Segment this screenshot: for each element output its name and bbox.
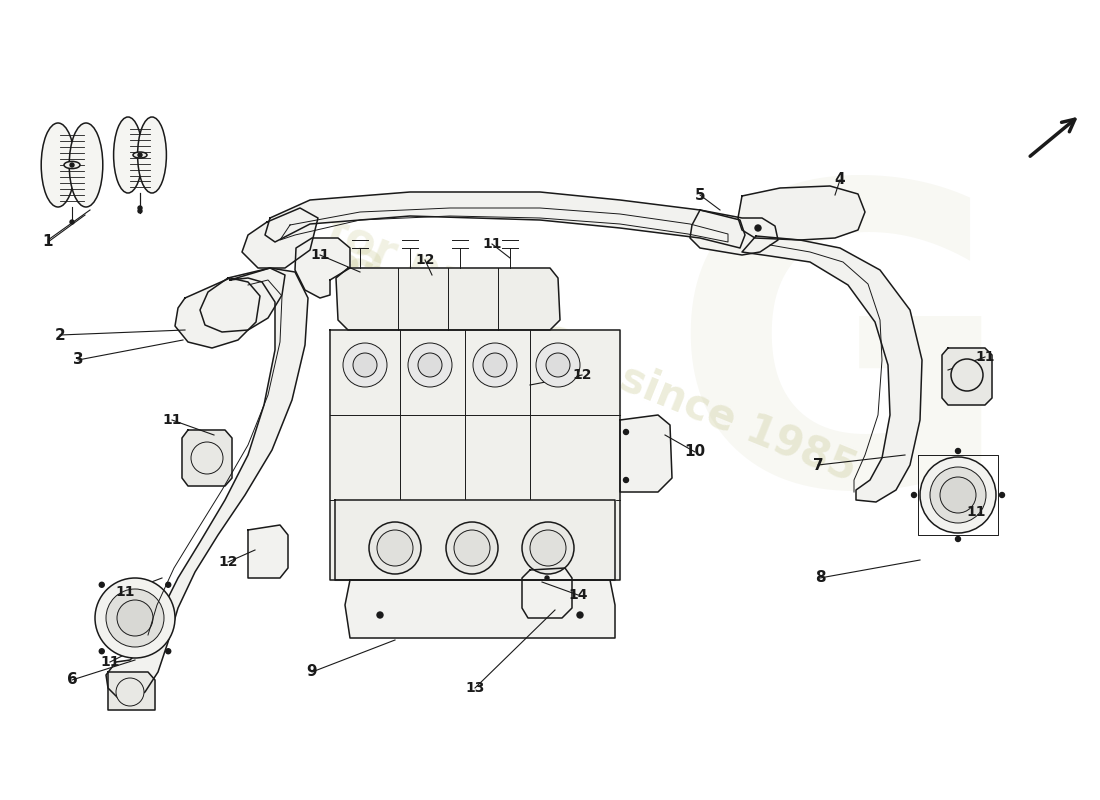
Polygon shape <box>242 208 318 268</box>
Circle shape <box>536 343 580 387</box>
Text: a passion: a passion <box>340 233 620 387</box>
Polygon shape <box>690 210 778 255</box>
Circle shape <box>106 589 164 647</box>
Circle shape <box>483 353 507 377</box>
Text: 9: 9 <box>307 665 317 679</box>
Circle shape <box>116 678 144 706</box>
Polygon shape <box>742 236 922 502</box>
Circle shape <box>353 353 377 377</box>
Text: 12: 12 <box>218 555 238 569</box>
Circle shape <box>70 163 74 167</box>
Circle shape <box>920 457 996 533</box>
Circle shape <box>956 537 960 542</box>
Text: 6: 6 <box>67 673 77 687</box>
Circle shape <box>138 206 142 210</box>
Circle shape <box>912 493 916 498</box>
Text: 11: 11 <box>482 237 502 251</box>
Circle shape <box>408 343 452 387</box>
Circle shape <box>473 343 517 387</box>
Circle shape <box>446 522 498 574</box>
Polygon shape <box>345 580 615 638</box>
Text: genuine parts since 1985: genuine parts since 1985 <box>297 230 862 490</box>
Text: 4: 4 <box>835 173 845 187</box>
Circle shape <box>530 530 566 566</box>
Polygon shape <box>295 238 350 298</box>
Polygon shape <box>330 330 620 580</box>
Ellipse shape <box>64 162 80 169</box>
Text: 1: 1 <box>43 234 53 250</box>
Text: 12: 12 <box>416 253 434 267</box>
Circle shape <box>377 612 383 618</box>
Circle shape <box>930 467 986 523</box>
Polygon shape <box>106 268 308 700</box>
Circle shape <box>343 343 387 387</box>
Ellipse shape <box>138 117 166 193</box>
Text: G: G <box>669 168 1011 572</box>
Text: 12: 12 <box>572 368 592 382</box>
Text: 3: 3 <box>73 353 84 367</box>
Circle shape <box>138 209 142 213</box>
Text: 2: 2 <box>55 327 65 342</box>
Text: 10: 10 <box>684 445 705 459</box>
Polygon shape <box>336 268 560 330</box>
Circle shape <box>952 359 983 391</box>
Circle shape <box>1000 493 1004 498</box>
Polygon shape <box>175 278 260 348</box>
Circle shape <box>166 582 170 587</box>
Polygon shape <box>620 415 672 492</box>
Circle shape <box>940 477 976 513</box>
Text: 11: 11 <box>100 655 120 669</box>
Polygon shape <box>265 192 745 248</box>
Circle shape <box>377 530 412 566</box>
Circle shape <box>117 600 153 636</box>
Polygon shape <box>108 672 155 710</box>
Polygon shape <box>182 430 232 486</box>
Circle shape <box>418 353 442 377</box>
Text: 11: 11 <box>116 585 134 599</box>
Ellipse shape <box>41 123 75 207</box>
Circle shape <box>454 530 490 566</box>
Ellipse shape <box>69 123 102 207</box>
Circle shape <box>191 442 223 474</box>
Polygon shape <box>522 568 572 618</box>
Circle shape <box>138 153 142 157</box>
Text: 11: 11 <box>976 350 994 364</box>
Text: 7: 7 <box>813 458 823 473</box>
Circle shape <box>544 576 549 580</box>
Circle shape <box>70 220 74 224</box>
Text: 11: 11 <box>966 505 986 519</box>
Circle shape <box>624 478 628 482</box>
Circle shape <box>624 430 628 434</box>
Text: 11: 11 <box>163 413 182 427</box>
Text: 8: 8 <box>815 570 825 586</box>
Ellipse shape <box>113 117 142 193</box>
Text: 13: 13 <box>465 681 485 695</box>
Text: for parts: for parts <box>320 209 540 331</box>
Circle shape <box>546 353 570 377</box>
Polygon shape <box>200 268 285 332</box>
Polygon shape <box>336 500 615 580</box>
Circle shape <box>578 612 583 618</box>
Circle shape <box>99 649 104 654</box>
Text: 11: 11 <box>310 248 330 262</box>
Circle shape <box>956 449 960 454</box>
Circle shape <box>368 522 421 574</box>
Circle shape <box>755 225 761 231</box>
Circle shape <box>166 649 170 654</box>
Text: 5: 5 <box>695 187 705 202</box>
Circle shape <box>95 578 175 658</box>
Polygon shape <box>248 525 288 578</box>
Polygon shape <box>738 186 865 240</box>
Polygon shape <box>942 348 992 405</box>
Circle shape <box>522 522 574 574</box>
Ellipse shape <box>133 152 147 158</box>
Text: 14: 14 <box>569 588 587 602</box>
Circle shape <box>99 582 104 587</box>
